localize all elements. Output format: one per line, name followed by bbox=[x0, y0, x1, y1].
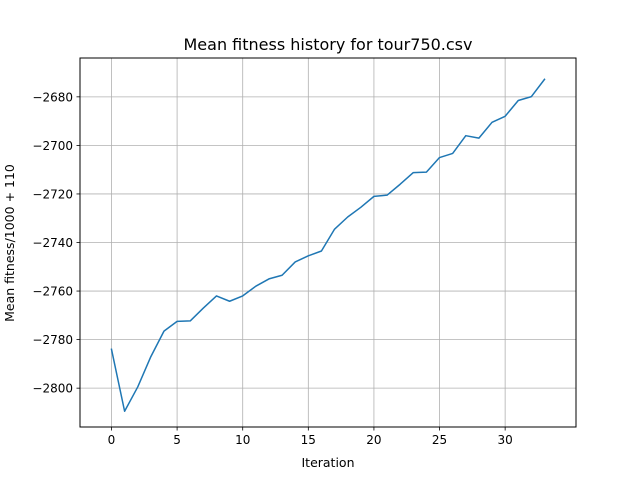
x-axis-label: Iteration bbox=[301, 455, 354, 470]
x-tick-label: 0 bbox=[108, 433, 116, 447]
grid bbox=[80, 58, 576, 427]
x-tick-label: 25 bbox=[432, 433, 447, 447]
y-tick-label: −2740 bbox=[32, 236, 73, 250]
y-tick-label: −2680 bbox=[32, 90, 73, 104]
chart-title: Mean fitness history for tour750.csv bbox=[184, 35, 473, 54]
x-tick-label: 30 bbox=[498, 433, 513, 447]
y-tick-label: −2700 bbox=[32, 139, 73, 153]
y-axis-label: Mean fitness/1000 + 110 bbox=[2, 164, 17, 322]
y-tick-label: −2800 bbox=[32, 382, 73, 396]
y-tick-label: −2760 bbox=[32, 285, 73, 299]
x-tick-label: 15 bbox=[301, 433, 316, 447]
y-tick-label: −2720 bbox=[32, 187, 73, 201]
y-tick-label: −2780 bbox=[32, 333, 73, 347]
x-tick-label: 10 bbox=[235, 433, 250, 447]
x-axis-ticks: 0 5 10 15 20 25 30 bbox=[108, 427, 513, 447]
x-tick-label: 20 bbox=[366, 433, 381, 447]
series-line bbox=[110, 78, 546, 412]
y-axis-ticks: −2800 −2780 −2760 −2740 −2720 −2700 −2680 bbox=[32, 90, 80, 396]
x-tick-label: 5 bbox=[173, 433, 181, 447]
series-layer bbox=[110, 78, 546, 412]
